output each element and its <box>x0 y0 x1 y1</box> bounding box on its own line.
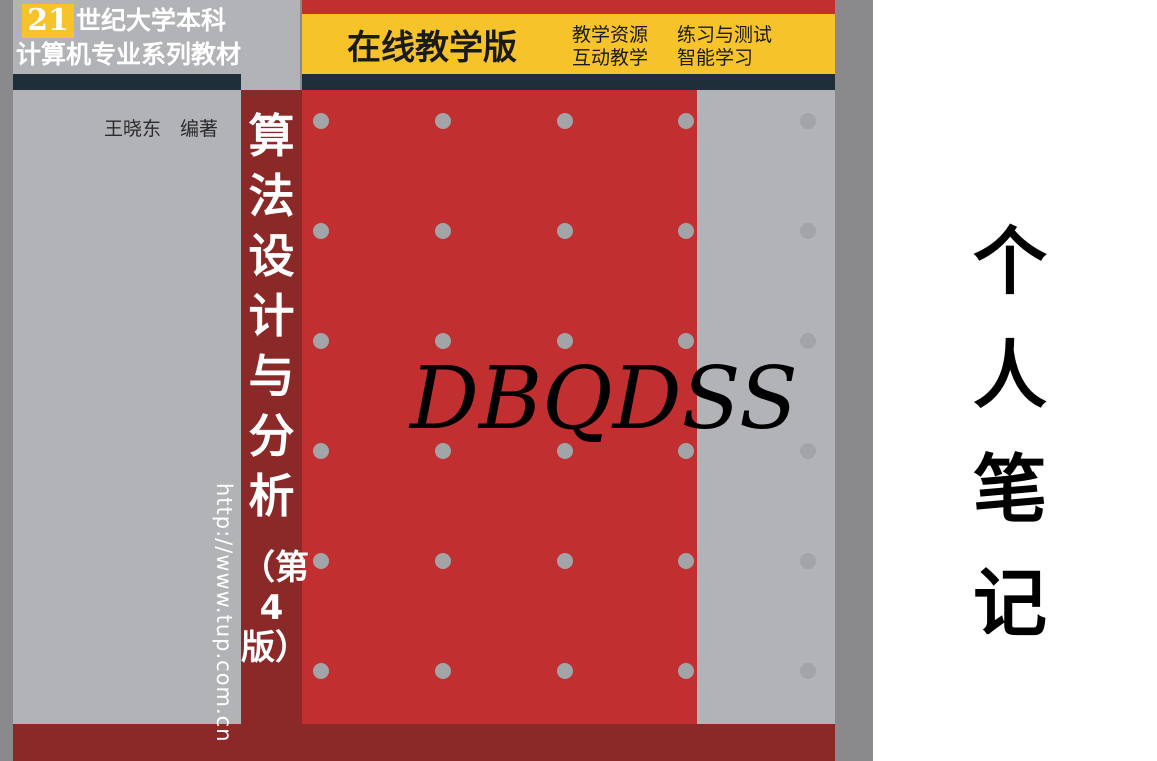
publisher-url: http://www.tup.com.cn <box>212 483 236 743</box>
pattern-dot <box>800 333 816 349</box>
navy-band-right <box>302 74 835 90</box>
pattern-dot <box>435 553 451 569</box>
title-spine-band <box>241 90 302 724</box>
book-title: 算法设计与分析 <box>248 109 295 523</box>
book-edition: （第4版） <box>241 548 309 668</box>
watermark: DBQDSS <box>410 349 798 449</box>
side-note: 个人笔记 <box>973 219 1047 647</box>
pattern-dot <box>313 663 329 679</box>
pattern-dot <box>557 443 573 459</box>
pattern-dot <box>678 663 694 679</box>
pattern-dot <box>800 663 816 679</box>
pattern-dot <box>435 443 451 459</box>
right-gray-panel <box>697 90 835 724</box>
pattern-dot <box>313 553 329 569</box>
pattern-dot <box>557 663 573 679</box>
series-line-2: 计算机专业系列教材 <box>16 40 242 69</box>
pattern-dot <box>800 443 816 459</box>
pattern-dot <box>313 223 329 239</box>
pattern-dot <box>313 443 329 459</box>
series-line-1: 世纪大学本科 <box>76 6 227 35</box>
feature-resources: 教学资源 <box>572 24 649 46</box>
pattern-dot <box>800 223 816 239</box>
pattern-dot <box>678 553 694 569</box>
pattern-dot <box>557 113 573 129</box>
pattern-dot <box>313 113 329 129</box>
pattern-dot <box>435 113 451 129</box>
pattern-dot <box>557 333 573 349</box>
pattern-dot <box>557 223 573 239</box>
bottom-band <box>13 724 835 761</box>
edition-type: 在线教学版 <box>347 28 517 68</box>
pattern-dot <box>800 553 816 569</box>
pattern-dot <box>678 443 694 459</box>
left-gray-panel <box>13 90 241 724</box>
feature-practice: 练习与测试 <box>677 24 773 46</box>
pattern-dot <box>678 333 694 349</box>
pattern-dot <box>435 333 451 349</box>
edition-banner <box>302 14 835 74</box>
feature-smart: 智能学习 <box>677 47 754 69</box>
pattern-dot <box>435 663 451 679</box>
pattern-dot <box>313 333 329 349</box>
author: 王晓东 编著 <box>104 118 219 140</box>
red-panel <box>302 90 697 724</box>
book-cover: 21 世纪大学本科 计算机专业系列教材 在线教学版 教学资源 练习与测试 互动教… <box>0 0 873 761</box>
feature-interactive: 互动教学 <box>572 47 649 69</box>
navy-band-left <box>13 74 241 90</box>
pattern-dot <box>800 113 816 129</box>
pattern-dot <box>678 223 694 239</box>
pattern-dot <box>435 223 451 239</box>
pattern-dot <box>557 553 573 569</box>
pattern-dot <box>678 113 694 129</box>
top-red-strip <box>302 0 835 14</box>
series-number: 21 <box>22 4 74 38</box>
